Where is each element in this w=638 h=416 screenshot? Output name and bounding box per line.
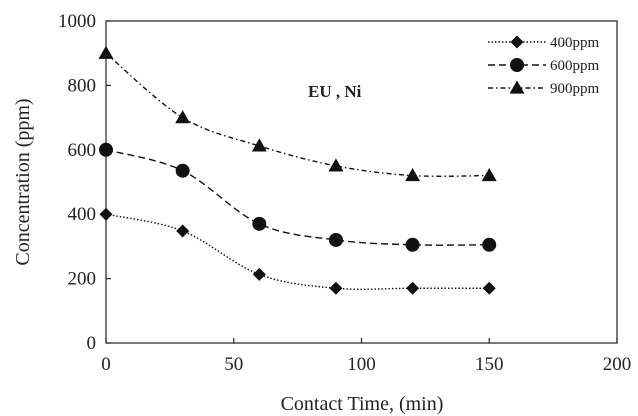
y-tick-label-3: 600 <box>68 140 97 161</box>
data-point-400ppm-0 <box>99 207 113 221</box>
data-point-600ppm-30 <box>175 163 190 178</box>
data-point-600ppm-150 <box>482 237 497 252</box>
x-tick-label-1: 50 <box>224 354 243 375</box>
data-point-900ppm-0 <box>98 45 114 59</box>
legend-marker-900ppm <box>509 80 525 94</box>
legend-label-600ppm: 600ppm <box>550 58 600 74</box>
data-point-400ppm-120 <box>406 281 420 295</box>
data-point-400ppm-150 <box>482 281 496 295</box>
series-line-400ppm <box>105 213 490 290</box>
y-tick-label-4: 800 <box>68 75 97 96</box>
legend-marker-600ppm <box>510 58 524 72</box>
x-tick-label-0: 0 <box>101 354 111 375</box>
data-point-600ppm-90 <box>328 232 343 247</box>
x-tick-label-3: 150 <box>475 354 504 375</box>
y-tick-label-1: 200 <box>68 269 97 290</box>
y-tick-label-0: 0 <box>87 333 97 354</box>
x-tick-label-4: 200 <box>603 354 632 375</box>
series-line-600ppm <box>105 149 490 246</box>
plot-border <box>105 20 618 344</box>
data-point-400ppm-90 <box>329 281 343 295</box>
legend-label-400ppm: 400ppm <box>550 35 600 51</box>
series-line-900ppm <box>105 52 490 177</box>
plot-frame <box>105 20 618 344</box>
y-axis-title: Concentration (ppm) <box>12 98 34 265</box>
data-point-900ppm-120 <box>405 168 421 182</box>
y-tick-label-2: 400 <box>68 204 97 225</box>
series-layer <box>98 45 497 295</box>
data-point-600ppm-120 <box>405 237 420 252</box>
axes: 0 50 100 150 200 0 200 400 600 800 1000 <box>58 11 631 375</box>
data-point-900ppm-60 <box>251 138 267 152</box>
data-point-600ppm-60 <box>252 216 267 231</box>
annotation-eu-ni: EU , Ni <box>308 82 362 101</box>
x-tick-label-2: 100 <box>347 354 376 375</box>
series-600ppm <box>99 142 497 252</box>
data-point-600ppm-0 <box>99 142 113 157</box>
y-tick-label-5: 1000 <box>58 11 96 32</box>
data-point-400ppm-30 <box>176 224 190 238</box>
data-point-900ppm-30 <box>175 110 191 124</box>
data-point-900ppm-90 <box>328 158 344 172</box>
data-point-400ppm-60 <box>252 267 266 281</box>
data-point-900ppm-150 <box>481 168 497 182</box>
legend-label-900ppm: 900ppm <box>550 81 600 97</box>
x-axis-title: Contact Time, (min) <box>281 393 444 415</box>
series-400ppm <box>99 207 496 295</box>
legend-marker-400ppm <box>510 35 524 49</box>
series-900ppm <box>98 45 497 182</box>
legend: 400ppm 600ppm 900ppm <box>488 35 600 97</box>
